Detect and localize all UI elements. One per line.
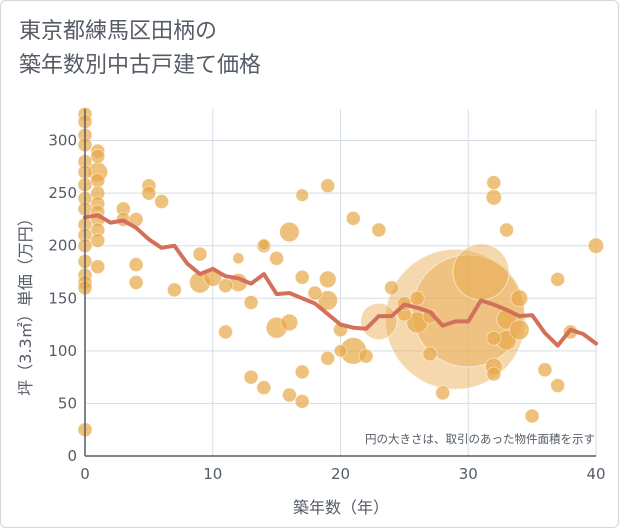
chart-title: 東京都練馬区田柄の 築年数別中古戸建て価格: [19, 15, 261, 83]
bubble-point: [279, 221, 300, 243]
bubble-point: [294, 269, 310, 285]
grid-lines: [85, 109, 597, 456]
y-axis-label: 坪（3.3㎡）単価（万円）: [16, 210, 35, 395]
y-tick-label: 250: [48, 184, 77, 202]
bubble-point: [218, 278, 233, 294]
bubble-point: [141, 185, 157, 201]
bubble-point: [295, 188, 309, 202]
bubble-point: [485, 189, 502, 206]
bubble-point: [486, 175, 502, 191]
bubble-point: [294, 393, 310, 409]
bubble-point: [550, 271, 566, 287]
bubble-point: [486, 330, 502, 346]
bubble-point: [167, 282, 182, 298]
bubble-point: [384, 280, 400, 296]
bubble-point: [499, 222, 514, 238]
bubble-point: [192, 246, 208, 262]
bubble-point: [257, 238, 270, 251]
bubble-point: [128, 257, 144, 273]
bubble-point: [345, 210, 361, 226]
bubble-point: [384, 248, 526, 390]
x-tick-label: 40: [586, 465, 605, 483]
bubble-point: [218, 324, 233, 340]
chart-title-line1: 東京都練馬区田柄の: [19, 19, 218, 44]
x-tick-label: 30: [459, 465, 478, 483]
bubble-point: [318, 270, 337, 289]
bubble-point: [486, 366, 502, 382]
bubble-point: [281, 387, 297, 403]
bubble-point: [128, 275, 144, 290]
bubble-point: [243, 295, 259, 310]
x-axis-label: 築年数（年）: [293, 498, 389, 517]
x-tick-labels: 0 10 20 30 40: [80, 465, 605, 483]
bubble-point: [269, 250, 285, 266]
bubble-point: [358, 348, 374, 364]
bubble-point: [243, 369, 259, 385]
y-tick-label: 300: [48, 132, 77, 150]
bubble-point: [435, 385, 451, 401]
bubble-point: [90, 173, 106, 188]
bubble-point: [537, 362, 553, 378]
y-tick-label: 50: [58, 394, 77, 412]
x-tick-label: 10: [203, 465, 222, 483]
bubble-point: [280, 313, 299, 332]
x-tick-label: 0: [80, 465, 90, 483]
bubble-point: [409, 290, 425, 306]
bubble-point: [510, 289, 529, 308]
bubble-point: [90, 148, 106, 164]
y-tick-labels: 0 50 100 150 200 250 300: [48, 132, 77, 465]
bubble-point: [90, 233, 106, 248]
y-tick-label: 100: [48, 342, 77, 360]
bubble-point: [307, 285, 323, 301]
bubble-point: [524, 408, 540, 424]
bubble-point: [452, 243, 510, 301]
bubble-point: [509, 319, 530, 341]
x-tick-label: 20: [331, 465, 350, 483]
bubble-point: [232, 252, 245, 265]
y-tick-label: 150: [48, 289, 77, 307]
bubble-point: [256, 380, 272, 396]
trend-line: [83, 213, 598, 348]
y-tick-label: 0: [67, 447, 77, 465]
bubble-point: [317, 290, 338, 311]
bubble-point: [320, 350, 336, 366]
bubble-point: [550, 378, 566, 393]
chart-title-line2: 築年数別中古戸建て価格: [19, 53, 262, 78]
bubble-point: [371, 222, 387, 238]
axes: [84, 109, 596, 457]
bubble-point: [360, 302, 398, 341]
bubble-point: [154, 194, 170, 209]
bubble-point: [90, 259, 106, 275]
bubble-point: [587, 237, 605, 254]
y-tick-label: 200: [48, 237, 77, 255]
bubble-size-note: 円の大きさは、取引のあった物件面積を示す: [365, 432, 595, 446]
bubble-point: [320, 178, 336, 194]
bubble-point: [422, 346, 438, 362]
bubble-point: [294, 364, 310, 380]
bubble-point: [333, 344, 348, 358]
